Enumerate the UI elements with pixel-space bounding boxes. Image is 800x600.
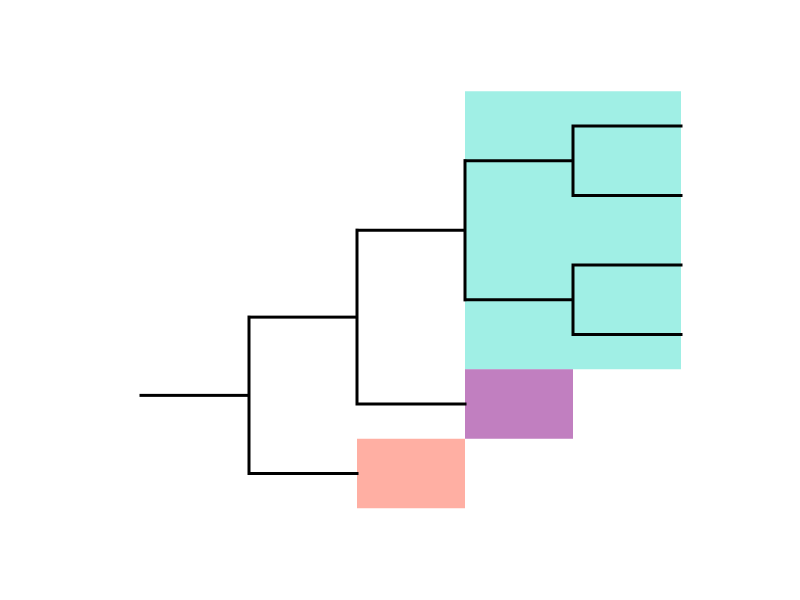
salmon-leaf-highlight [357,438,465,509]
purple-leaf-highlight [465,369,573,439]
branch-layer [139,124,683,475]
